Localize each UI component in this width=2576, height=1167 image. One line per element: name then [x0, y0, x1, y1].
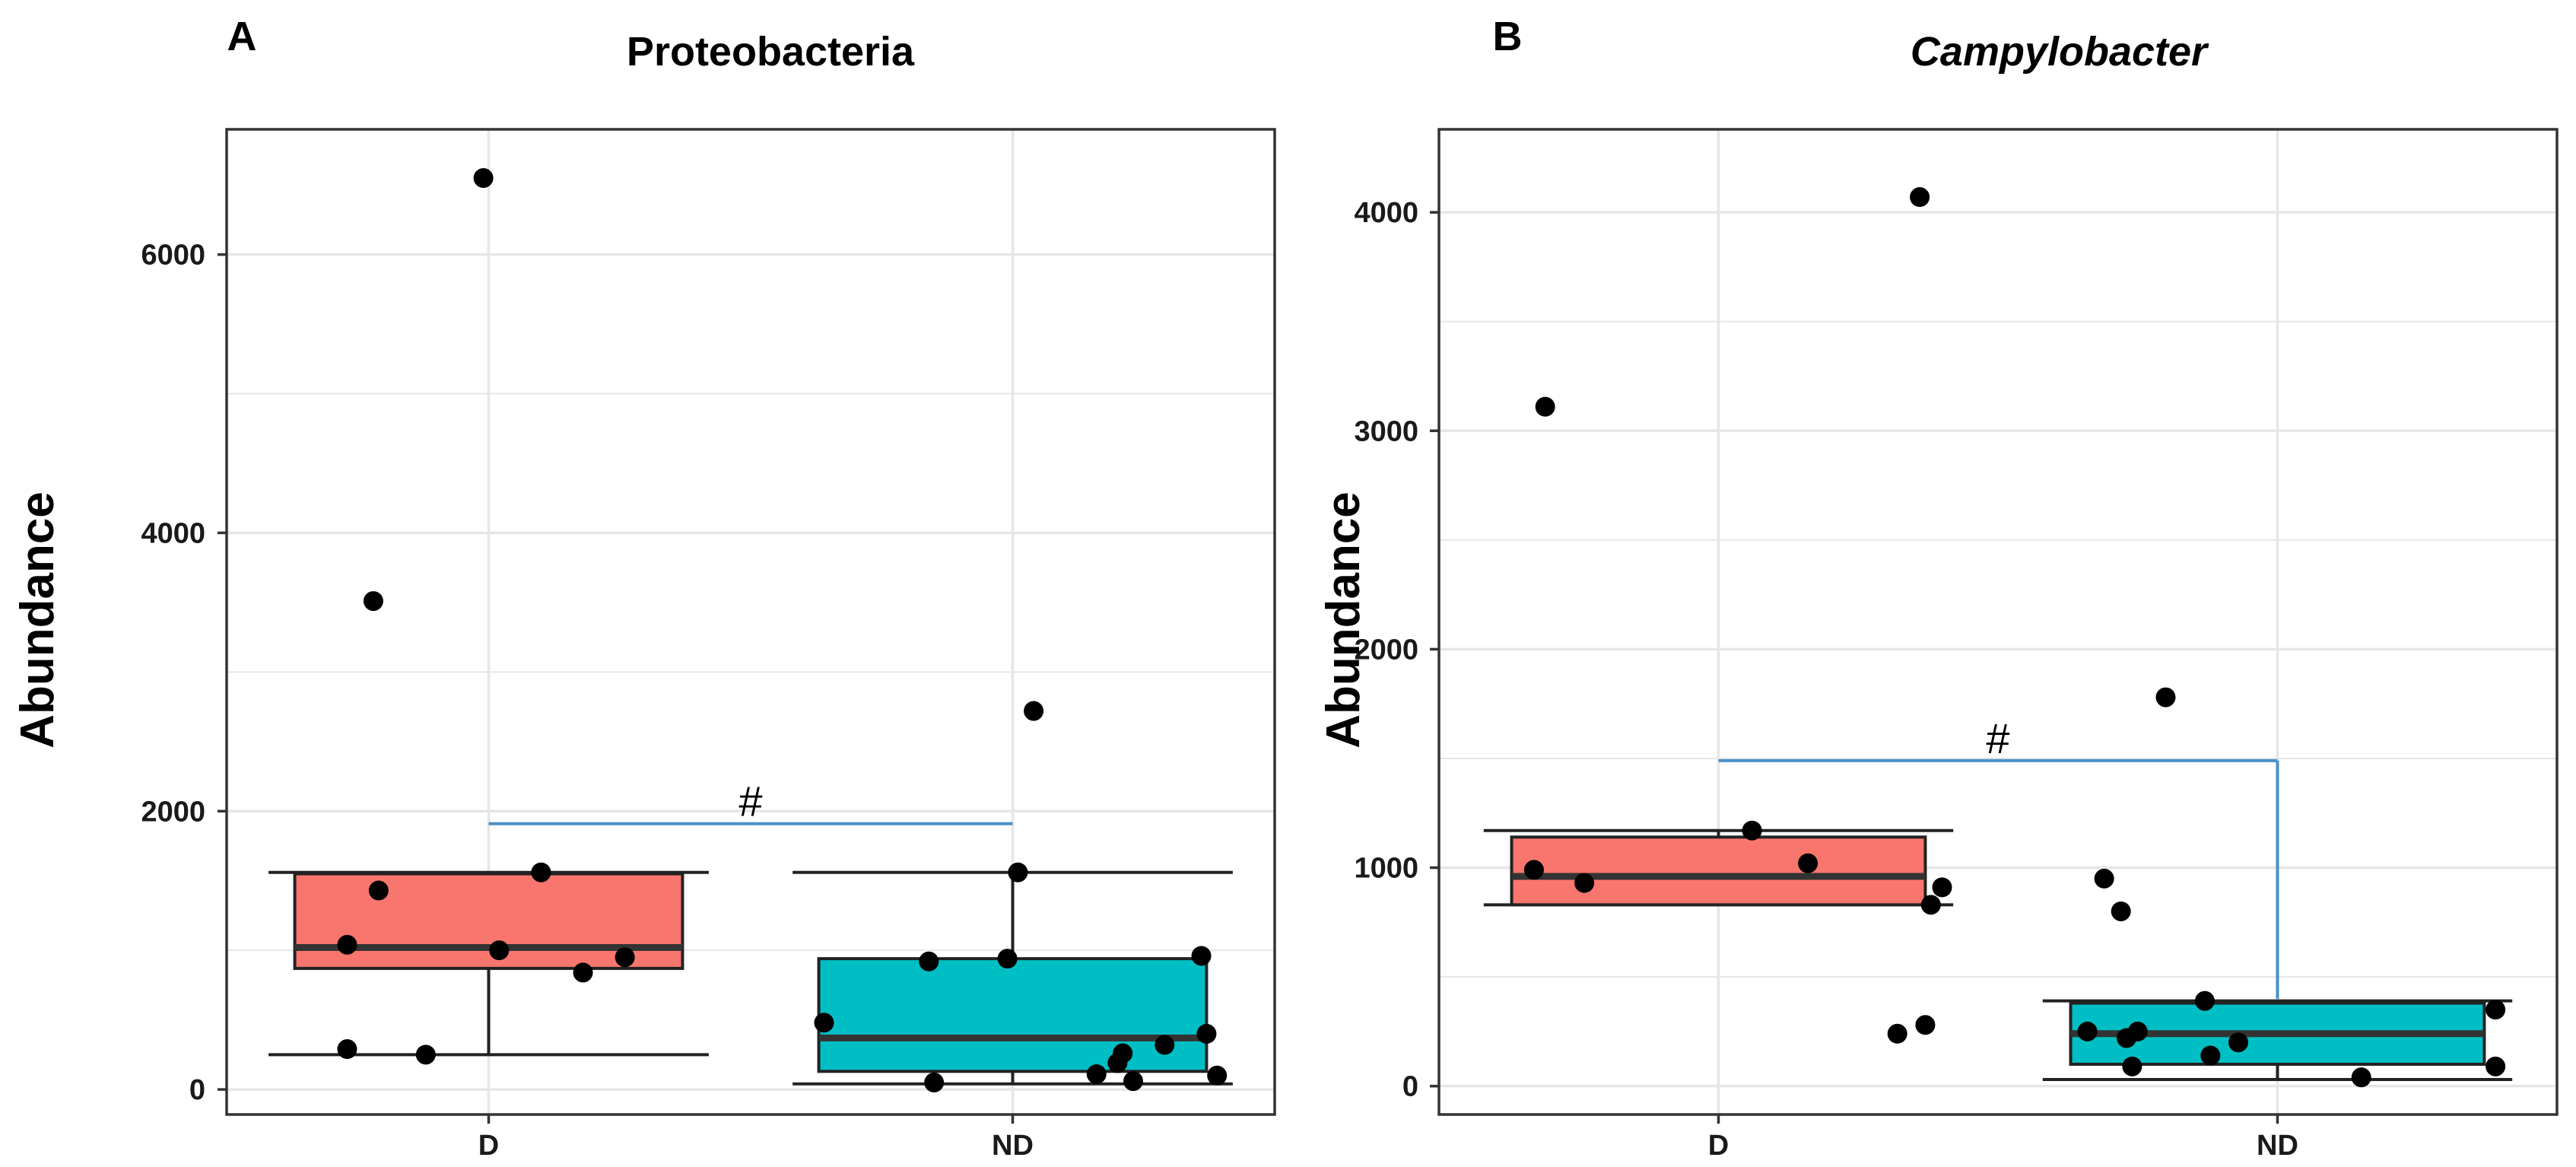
data-point — [368, 880, 389, 901]
data-point — [1008, 862, 1028, 882]
data-point — [1523, 860, 1544, 880]
panel-b: #0 1000 2000 3000 4000 D ND Abundance Campylobac… — [1317, 14, 2559, 1162]
y-tick-label: 2000 — [141, 796, 205, 828]
x-tick-label: ND — [2257, 1130, 2298, 1162]
data-point — [615, 947, 635, 968]
data-point — [2351, 1067, 2371, 1088]
data-point — [1798, 853, 1818, 873]
chart-title: Proteobacteria — [627, 29, 915, 75]
y-tick-label: 0 — [189, 1074, 205, 1106]
panel-label: A — [227, 14, 257, 59]
data-point — [1910, 187, 1930, 208]
data-point — [997, 949, 1018, 969]
data-point — [1191, 946, 1212, 966]
x-tick-label: ND — [992, 1130, 1034, 1162]
data-point — [1915, 1015, 1936, 1035]
y-tick-label: 6000 — [141, 240, 205, 272]
data-point — [1742, 820, 1762, 841]
significance-label: # — [1986, 714, 2009, 762]
data-point — [2117, 1028, 2137, 1048]
plot-frame — [1437, 128, 2559, 1116]
data-point — [2155, 687, 2176, 708]
data-point — [2111, 901, 2131, 921]
box-d — [1510, 835, 1927, 907]
y-tick-label: 4000 — [141, 517, 205, 549]
data-point — [1086, 1064, 1107, 1084]
significance-label: # — [738, 777, 762, 825]
y-axis-label: Abundance — [1317, 491, 1370, 749]
box-nd — [817, 957, 1209, 1073]
data-point — [2077, 1021, 2098, 1041]
data-point — [814, 1013, 834, 1033]
data-point — [473, 168, 494, 189]
data-point — [489, 940, 510, 961]
y-tick-label: 3000 — [1354, 415, 1418, 447]
data-point — [337, 934, 357, 955]
x-tick-label: D — [478, 1130, 499, 1162]
data-point — [1196, 1023, 1217, 1044]
data-point — [531, 862, 551, 882]
data-point — [2485, 1056, 2506, 1076]
x-tick-label: D — [1708, 1130, 1729, 1162]
data-point — [1123, 1071, 1143, 1092]
data-point — [363, 591, 383, 612]
y-tick-label: 2000 — [1354, 634, 1418, 666]
data-point — [573, 962, 593, 983]
data-point — [924, 1072, 945, 1092]
data-point — [2094, 868, 2114, 889]
y-tick-label: 4000 — [1354, 197, 1418, 229]
data-point — [1887, 1023, 1907, 1044]
data-point — [1155, 1035, 1175, 1055]
data-point — [1207, 1065, 1228, 1086]
y-tick-label: 1000 — [1354, 853, 1418, 885]
chart-title: Campylobacter — [1911, 29, 2209, 75]
data-point — [2122, 1056, 2142, 1076]
data-point — [337, 1039, 357, 1060]
data-point — [415, 1045, 436, 1065]
data-point — [2200, 1045, 2221, 1066]
data-point — [1932, 877, 1952, 898]
panel-label: B — [1493, 14, 1523, 59]
data-point — [919, 951, 939, 971]
data-point — [2228, 1032, 2249, 1053]
panel-a: #0 2000 4000 6000 D ND Abundance Proteobacteria… — [11, 14, 1276, 1162]
data-point — [2194, 991, 2215, 1011]
y-axis-label: Abundance — [11, 491, 64, 749]
data-point — [1535, 396, 1555, 417]
y-tick-label: 0 — [1402, 1071, 1418, 1103]
data-point — [1574, 873, 1595, 893]
data-point — [1107, 1053, 1128, 1073]
data-point — [2485, 1000, 2506, 1020]
plot-frame — [225, 128, 1276, 1116]
data-point — [1920, 895, 1941, 915]
data-point — [1024, 701, 1044, 721]
